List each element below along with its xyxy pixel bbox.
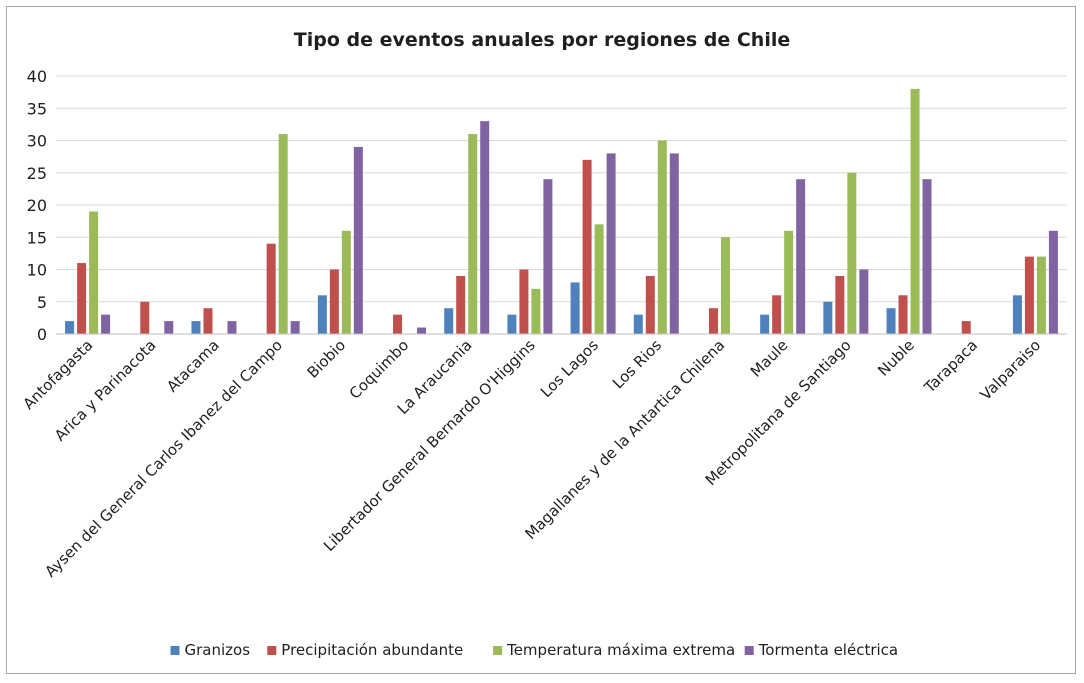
- bar: [140, 301, 150, 334]
- bar: [669, 153, 679, 334]
- bar: [847, 172, 857, 334]
- x-tick-label: Biobio: [304, 336, 350, 382]
- bar: [772, 295, 782, 334]
- bar: [444, 308, 454, 334]
- bar: [341, 230, 351, 334]
- bar: [606, 153, 616, 334]
- bar: [898, 295, 908, 334]
- bar: [835, 275, 845, 334]
- bar: [77, 263, 87, 334]
- bar: [191, 321, 201, 334]
- x-tick-label: Aysen del General Carlos Ibanez del Camp…: [41, 336, 286, 581]
- bar: [507, 314, 517, 334]
- legend-swatch: [744, 646, 754, 655]
- legend-swatch: [170, 646, 180, 655]
- bar: [101, 314, 111, 334]
- bar: [961, 321, 971, 334]
- y-tick-label: 40: [27, 67, 47, 86]
- x-tick-label: Los Rios: [609, 336, 665, 392]
- y-axis-ticks: 0 5 10 15 20 25 30 35 40: [27, 67, 47, 344]
- bar: [531, 288, 541, 334]
- bar: [1024, 256, 1034, 334]
- x-tick-label: Valparaiso: [977, 336, 1045, 404]
- bar: [519, 269, 529, 334]
- x-tick-label: Los Lagos: [537, 336, 602, 401]
- bar: [657, 140, 667, 334]
- bar: [645, 275, 655, 334]
- bar: [329, 269, 339, 334]
- bar: [784, 230, 794, 334]
- bar: [708, 308, 718, 334]
- bar-chart: Tipo de eventos anuales por regiones de …: [19, 29, 1067, 659]
- bar: [886, 308, 896, 334]
- bars: [65, 88, 1058, 335]
- bar: [317, 295, 327, 334]
- bar: [910, 88, 920, 335]
- bar: [480, 121, 490, 335]
- bar: [720, 237, 730, 334]
- chart-frame: Tipo de eventos anuales por regiones de …: [6, 6, 1076, 674]
- bar: [266, 243, 276, 334]
- bar: [290, 321, 300, 334]
- y-tick-label: 35: [27, 99, 47, 118]
- bar: [417, 327, 427, 334]
- bar: [468, 134, 478, 334]
- y-tick-label: 10: [27, 261, 47, 280]
- bar: [393, 314, 403, 334]
- bar: [227, 321, 237, 334]
- bar: [760, 314, 770, 334]
- y-tick-label: 0: [37, 325, 47, 344]
- bar: [456, 275, 466, 334]
- gridlines: [56, 75, 1067, 303]
- bar: [353, 146, 363, 334]
- y-tick-label: 5: [37, 293, 47, 312]
- bar: [278, 134, 288, 334]
- bar: [203, 308, 213, 334]
- x-tick-label: Tarapaca: [920, 336, 981, 397]
- x-tick-label: Maule: [747, 336, 792, 381]
- legend-swatch: [493, 646, 503, 655]
- y-tick-label: 25: [27, 164, 47, 183]
- bar: [594, 224, 604, 334]
- bar: [1036, 256, 1046, 334]
- bar: [570, 282, 580, 334]
- x-tick-label: Coquimbo: [346, 336, 413, 403]
- bar: [922, 179, 932, 334]
- bar: [796, 179, 806, 334]
- legend-swatch: [267, 646, 277, 655]
- bar: [1012, 295, 1022, 334]
- legend-label: Temperatura máxima extrema: [506, 641, 735, 659]
- legend-label: Tormenta eléctrica: [758, 641, 898, 659]
- legend-label: Granizos: [185, 641, 251, 659]
- bar: [859, 269, 869, 334]
- y-tick-label: 15: [27, 228, 47, 247]
- legend: Granizos Precipitación abundante Temperatu…: [170, 641, 898, 659]
- legend-label: Precipitación abundante: [281, 641, 463, 659]
- chart-title: Tipo de eventos anuales por regiones de …: [294, 29, 791, 51]
- bar: [89, 211, 99, 334]
- bar: [582, 159, 592, 334]
- y-tick-label: 20: [27, 196, 47, 215]
- bar: [633, 314, 643, 334]
- bar: [1048, 230, 1058, 334]
- bar: [823, 301, 833, 334]
- bar: [65, 321, 75, 334]
- x-tick-label: Nuble: [874, 336, 918, 380]
- bar: [164, 321, 174, 334]
- y-tick-label: 30: [27, 132, 47, 151]
- bar: [543, 179, 553, 334]
- x-tick-label: Atacama: [163, 336, 223, 396]
